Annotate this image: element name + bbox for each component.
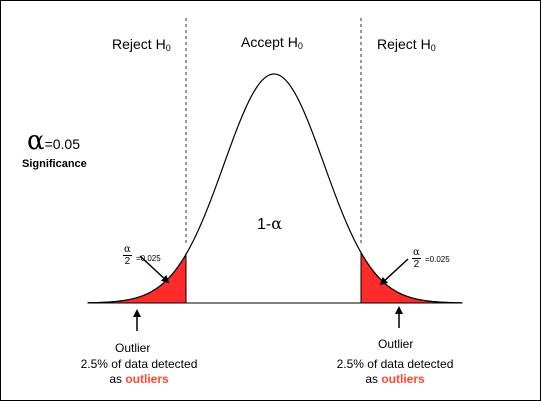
right-tail-pointer-arrow (379, 258, 409, 286)
right-outliers-highlight: outliers (381, 372, 425, 386)
right-reject-label: Reject H0 (377, 36, 436, 53)
normal-curve (87, 73, 463, 304)
left-reject-label: Reject H0 (112, 36, 171, 53)
left-tail-value: =0.025 (136, 254, 161, 263)
right-outlier-title: Outlier (378, 337, 414, 351)
right-outlier-description: 2.5% of data detected as outliers (336, 357, 454, 386)
significance-value: α=0.05 (27, 126, 80, 156)
left-outliers-highlight: outliers (125, 372, 169, 386)
left-outlier-description: 2.5% of data detected as outliers (80, 357, 198, 386)
right-tail-value: =0.025 (425, 255, 450, 264)
significance-label: Significance (22, 158, 87, 170)
left-outlier-title: Outlier (115, 341, 151, 355)
left-tail-pointer-arrow (139, 255, 170, 284)
acceptance-probability-label: 1-α (257, 214, 283, 233)
left-tail-fraction: α 2 (123, 244, 132, 267)
accept-label: Accept H0 (241, 34, 303, 51)
right-tail-fraction: α 2 (412, 247, 421, 270)
